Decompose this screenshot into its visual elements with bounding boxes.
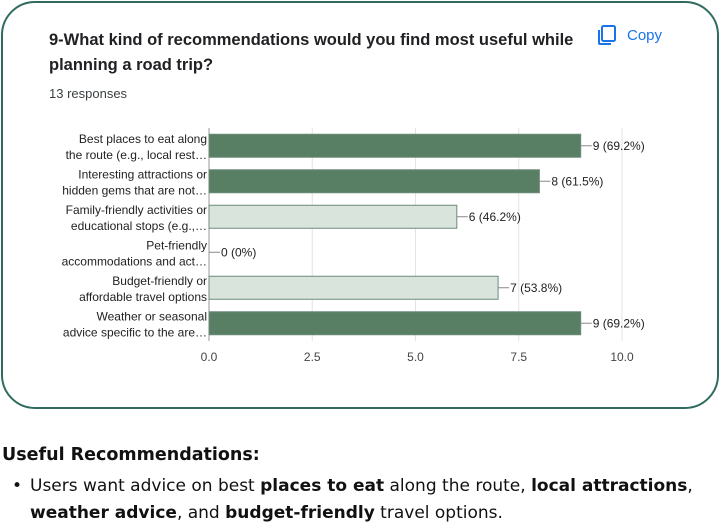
x-tick-label: 7.5 — [510, 350, 527, 364]
category-label: accommodations and act… — [62, 254, 207, 268]
bar — [208, 133, 582, 158]
category-label: Interesting attractions or — [78, 167, 207, 181]
data-label: 0 (0%) — [221, 245, 256, 259]
bar — [208, 204, 458, 229]
bar — [208, 311, 582, 336]
data-label: 6 (46.2%) — [469, 210, 521, 224]
category-label: Budget-friendly or — [112, 274, 207, 288]
summary-keyword: places to eat — [260, 476, 385, 496]
data-label: 9 (69.2%) — [593, 139, 645, 153]
x-tick-label: 10.0 — [610, 350, 634, 364]
copy-button[interactable]: Copy — [596, 24, 662, 46]
summary-keyword: local attractions — [531, 476, 688, 496]
bar-chart: 0.0 2.5 5.0 7.5 10.0 Best places to eat along… — [62, 128, 645, 364]
summary-text: , and — [176, 503, 226, 523]
copy-label: Copy — [627, 26, 663, 44]
summary-text: along the route, — [384, 476, 532, 496]
response-count: 13 responses — [49, 86, 128, 101]
data-label: 9 (69.2%) — [593, 316, 645, 330]
category-label: Pet-friendly — [146, 238, 207, 252]
question-title: 9-What kind of recommendations would you… — [49, 31, 574, 74]
summary-text: , — [687, 476, 693, 496]
summary-keyword: weather advice — [30, 503, 177, 523]
category-label: educational stops (e.g.,… — [71, 219, 207, 233]
summary-bullet: • Users want advice on best places to ea… — [12, 473, 712, 527]
x-tick-label: 2.5 — [304, 350, 321, 364]
summary-text: travel options. — [374, 503, 503, 523]
x-tick-label: 0.0 — [201, 350, 218, 364]
category-label: advice specific to the are… — [63, 325, 207, 339]
category-label: the route (e.g., local rest… — [66, 148, 207, 162]
bar — [208, 169, 540, 194]
category-label: Weather or seasonal — [96, 309, 207, 323]
summary-text: Users want advice on best — [30, 476, 261, 496]
summary-keyword: budget-friendly — [225, 503, 375, 523]
bar — [208, 275, 499, 300]
category-label: hidden gems that are not… — [62, 183, 207, 197]
data-label: 8 (61.5%) — [551, 174, 603, 188]
summary-heading: Useful Recommendations: — [2, 445, 260, 465]
data-label: 7 (53.8%) — [510, 281, 562, 295]
category-label: affordable travel options — [79, 290, 207, 304]
category-label: Best places to eat along — [79, 132, 207, 146]
bullet-dot: • — [12, 476, 23, 496]
category-label: Family-friendly activities or — [66, 203, 207, 217]
copy-icon — [596, 24, 618, 46]
summary-bullet-text: Users want advice on best places to eat … — [30, 473, 712, 527]
x-tick-label: 5.0 — [407, 350, 424, 364]
